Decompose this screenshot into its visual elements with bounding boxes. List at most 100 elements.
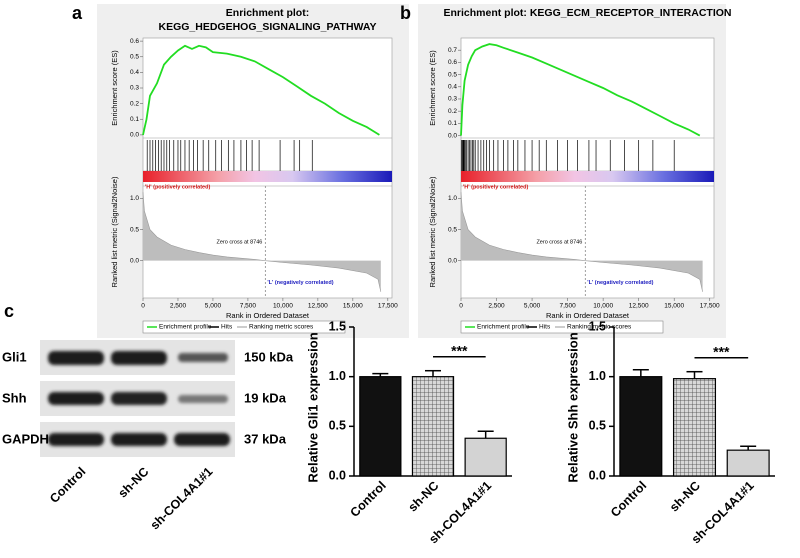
bar: [359, 376, 402, 477]
es-line: [460, 43, 701, 137]
legend-label: Hits: [539, 324, 551, 331]
annotation: 'H' (positively correlated): [463, 184, 528, 190]
y-axis-label: Relative Shh expression: [565, 332, 580, 482]
legend-label: Ranking metric scores: [249, 324, 314, 331]
bar: [726, 449, 770, 477]
legend-label: Enrichment profile: [477, 324, 530, 331]
metric-line: [142, 192, 382, 292]
y-tick-label: 0.4: [448, 83, 457, 90]
blot-lane-label: sh-NC: [116, 465, 152, 501]
band: [48, 392, 104, 405]
y-tick-label: 0.0: [448, 257, 457, 264]
rank-colorbar: [461, 171, 714, 182]
y-axis-label: Enrichment score (ES): [428, 50, 437, 126]
panel-label: b: [400, 3, 411, 23]
x-tick-label: 0: [459, 303, 463, 310]
x-axis-label: Rank in Ordered Dataset: [226, 311, 310, 320]
rank-colorbar: [143, 171, 392, 182]
x-tick-label: 15,000: [664, 303, 684, 310]
annotation: 'H' (positively correlated): [145, 184, 210, 190]
y-tick-label: 0.6: [448, 59, 457, 66]
y-tick-label: 1.0: [589, 369, 606, 383]
metric-line: [460, 192, 703, 292]
band: [48, 433, 104, 446]
y-tick-label: 0.2: [130, 100, 139, 107]
y-tick-label: 1.0: [329, 369, 346, 383]
bar: [411, 376, 455, 477]
x-tick-label: 17,500: [378, 303, 398, 310]
x-tick-label: 5,000: [205, 303, 222, 310]
blot-row-label: Shh: [2, 390, 27, 405]
y-tick-label: 0.5: [329, 419, 346, 433]
y-tick-label: 0.5: [589, 419, 606, 433]
y-tick-label: 0.0: [130, 132, 139, 139]
y-tick-label: 0.7: [448, 47, 457, 54]
y-tick-label: 0.2: [448, 108, 457, 115]
x-tick-label: 10,000: [593, 303, 613, 310]
x-tick-label: 2,500: [488, 303, 505, 310]
chart-title: Enrichment plot:: [226, 7, 309, 19]
annotation: Zero cross at 8746: [216, 239, 262, 245]
y-axis-label: Relative Gli1 expression: [305, 332, 320, 482]
y-tick-label: 0.5: [448, 226, 457, 233]
x-tick-label: 7,500: [240, 303, 257, 310]
x-tick-label: 12,500: [629, 303, 649, 310]
y-axis-label: Ranked list metric (Signal2Noise): [110, 176, 119, 287]
y-tick-label: 1.0: [130, 195, 139, 202]
blot-lane-label: Control: [47, 465, 88, 506]
es-line: [142, 44, 380, 136]
y-axis-label: Enrichment score (ES): [110, 50, 119, 126]
y-tick-label: 0.3: [130, 85, 139, 92]
blot-size-label: 37 kDa: [244, 431, 287, 446]
annotation: 'L' (negatively correlated): [587, 280, 653, 286]
blot-size-label: 150 kDa: [244, 349, 294, 364]
band: [48, 351, 104, 365]
blot: [40, 340, 235, 457]
x-tick-label: 5,000: [524, 303, 541, 310]
significance-label: ***: [451, 342, 468, 358]
band: [174, 433, 230, 446]
x-tick-label: 15,000: [343, 303, 363, 310]
band: [111, 351, 167, 365]
band: [178, 395, 228, 403]
blot-lane-label: sh-COL4A1#1: [148, 465, 216, 533]
panel-label: c: [4, 301, 14, 321]
x-tick-label: 7,500: [559, 303, 576, 310]
blot-row-label: GAPDH: [2, 431, 49, 446]
x-axis-label: Rank in Ordered Dataset: [546, 311, 630, 320]
legend-label: Ranking metric scores: [567, 324, 632, 331]
x-tick-label: 12,500: [308, 303, 328, 310]
legend-label: Hits: [221, 324, 233, 331]
x-tick-label: 17,500: [700, 303, 720, 310]
x-tick-label: Control: [608, 479, 649, 520]
annotation: 'L' (negatively correlated): [267, 280, 333, 286]
x-tick-label: Control: [347, 479, 388, 520]
annotation: Zero cross at 8746: [536, 239, 582, 245]
bar: [619, 376, 663, 477]
legend-label: Enrichment profile: [159, 324, 212, 331]
significance-label: ***: [713, 343, 730, 359]
x-tick-label: 0: [141, 303, 145, 310]
y-tick-label: 1.5: [589, 319, 606, 333]
y-tick-label: 0.5: [448, 71, 457, 78]
x-tick-label: 10,000: [273, 303, 293, 310]
blot-row-label: Gli1: [2, 349, 27, 364]
y-tick-label: 1.5: [329, 319, 346, 333]
y-tick-label: 0.0: [589, 468, 606, 482]
band: [178, 353, 228, 362]
y-tick-label: 1.0: [448, 195, 457, 202]
y-tick-label: 0.1: [448, 120, 457, 127]
y-tick-label: 0.4: [130, 69, 139, 76]
y-tick-label: 0.0: [329, 468, 346, 482]
x-tick-label: sh-NC: [667, 479, 703, 515]
band: [111, 433, 167, 446]
chart-title: Enrichment plot: KEGG_ECM_RECEPTOR_INTER…: [443, 7, 731, 19]
band: [111, 392, 167, 405]
bar: [464, 437, 507, 477]
x-tick-label: 2,500: [170, 303, 187, 310]
x-tick-label: sh-NC: [406, 479, 442, 515]
y-tick-label: 0.0: [448, 132, 457, 139]
y-tick-label: 0.6: [130, 38, 139, 45]
y-tick-label: 0.5: [130, 226, 139, 233]
